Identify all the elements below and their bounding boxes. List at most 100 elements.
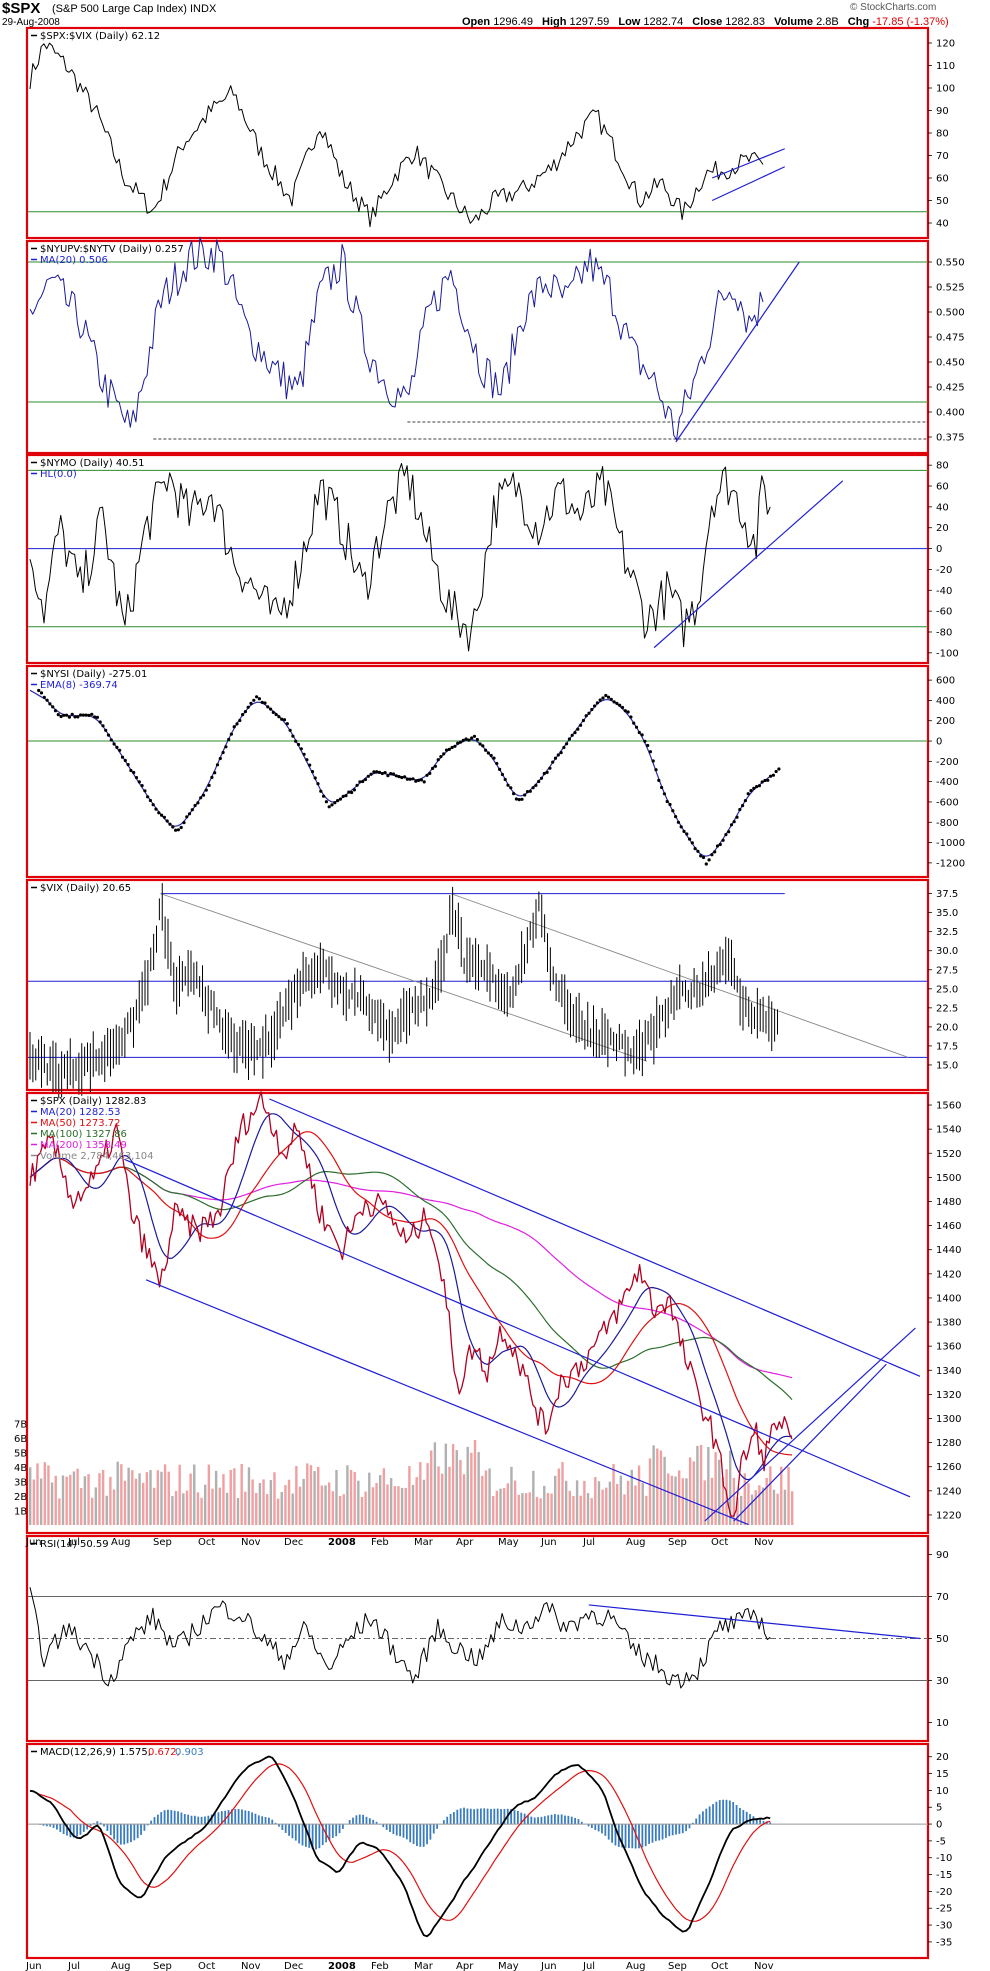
volume-bar: [400, 1487, 404, 1525]
volume-bar: [652, 1445, 655, 1525]
volume-bar: [677, 1470, 681, 1525]
volume-bar: [707, 1447, 710, 1525]
volume-bar: [167, 1471, 170, 1525]
nysi-dot: [285, 722, 289, 726]
volume-bar: [112, 1489, 116, 1525]
nysi-dot: [528, 789, 532, 793]
volume-bar: [739, 1495, 743, 1525]
nysi-dot: [73, 715, 77, 719]
nysi-dot: [176, 828, 180, 832]
x-axis-label: Aug: [111, 1961, 131, 1971]
macd-y-tick-label: 5: [936, 1803, 942, 1814]
nysi-dot: [531, 786, 535, 790]
volume-bar: [185, 1490, 189, 1525]
volume-bar: [765, 1477, 768, 1525]
nymo-y-tick-label: -60: [936, 607, 952, 618]
nysi-dot: [484, 748, 488, 752]
nysi-dot: [464, 737, 468, 741]
nysi-dot: [201, 793, 206, 797]
symbol-title: $SPX: [2, 0, 41, 17]
nysi-dot: [190, 808, 194, 812]
nysi-dot: [154, 807, 158, 811]
nysi-dot: [232, 725, 236, 729]
volume-bar: [692, 1461, 695, 1525]
nysi-dot: [157, 811, 161, 815]
volume-bar: [131, 1470, 134, 1525]
volume-bar: [382, 1468, 386, 1525]
volume-bar: [612, 1463, 615, 1525]
nysi-dot: [425, 773, 429, 777]
spx-channel-lower: [145, 1279, 749, 1526]
nysi-dot: [372, 770, 376, 774]
x-axis-label: 2008: [328, 1961, 356, 1971]
nysi-dot: [288, 728, 292, 732]
nysi-dot: [394, 774, 398, 778]
nysi-dot: [467, 738, 471, 742]
volume-bar: [430, 1450, 433, 1525]
nysi-dot: [640, 733, 644, 737]
x-axis-label: Mar: [414, 1537, 434, 1548]
nysi-dot: [724, 833, 728, 837]
nysi-dot: [662, 792, 667, 796]
spx-ma100: [29, 1157, 793, 1401]
spx-trend-2: [704, 1327, 916, 1522]
volume-bar: [255, 1492, 258, 1525]
spx-ma50: [29, 1131, 793, 1456]
nysi-dot: [215, 763, 220, 767]
volume-bar: [54, 1475, 57, 1525]
nysi-dot: [405, 777, 409, 781]
volume-bar: [335, 1469, 338, 1525]
nysi-dot: [679, 825, 683, 829]
nysi-dot: [598, 698, 602, 702]
volume-bar: [357, 1480, 360, 1525]
nysi-dot: [755, 785, 759, 789]
x-axis-label: Jun: [540, 1537, 557, 1548]
nyupv-y-tick-label: 0.425: [936, 383, 965, 394]
nyupv-y-tick-label: 0.550: [936, 258, 965, 269]
volume-bar: [29, 1467, 32, 1525]
volume-bar: [761, 1487, 765, 1525]
volume-bar: [379, 1475, 382, 1525]
nysi-dot: [39, 691, 44, 695]
nysi-dot: [243, 710, 247, 714]
volume-bar: [532, 1470, 535, 1525]
nysi-dot: [252, 698, 256, 702]
nysi-dot: [112, 742, 116, 746]
volume-bar: [47, 1465, 50, 1525]
rsi-y-tick-label: 50: [936, 1634, 949, 1645]
macd-y-tick-label: -35: [936, 1937, 952, 1948]
copyright: © StockCharts.com: [850, 2, 937, 13]
rsi-y-tick-label: 30: [936, 1676, 949, 1687]
volume-bar: [87, 1474, 90, 1525]
nysi-dot: [330, 803, 334, 807]
spxvix-y-tick-label: 120: [936, 39, 955, 50]
x-axis-label: Sep: [668, 1537, 687, 1548]
nysi-dot: [414, 779, 418, 783]
nysi-dot: [140, 784, 144, 788]
macd-legend-label: MACD(12,26,9) 1.575,: [40, 1747, 151, 1758]
nysi-y-tick-label: -1200: [936, 858, 965, 869]
nysi-dot: [651, 759, 655, 763]
volume-bar: [145, 1472, 149, 1525]
nysi-dot: [386, 774, 390, 778]
x-axis-label: Oct: [711, 1961, 728, 1971]
legend-label: EMA(8) -369.74: [40, 680, 118, 691]
volume-bar: [572, 1496, 575, 1525]
volume-bar: [225, 1492, 229, 1525]
volume-bar: [455, 1450, 458, 1525]
volume-bar: [200, 1497, 203, 1525]
legend-label: MA(50) 1273.72: [40, 1118, 121, 1129]
nysi-dot: [688, 837, 692, 841]
nysi-dot: [358, 780, 362, 784]
volume-bar: [349, 1469, 353, 1525]
nysi-dot: [352, 788, 356, 792]
spxvix-y-tick-label: 60: [936, 174, 949, 185]
nysi-dot: [37, 688, 41, 693]
rsi-y-tick-label: 10: [936, 1718, 949, 1729]
vix-channel-1: [160, 893, 648, 1062]
nysi-dot: [363, 777, 368, 782]
nysi-dot: [160, 813, 164, 817]
volume-bar: [619, 1475, 623, 1525]
volume-bar: [127, 1467, 130, 1525]
nysi-dot: [294, 739, 298, 743]
